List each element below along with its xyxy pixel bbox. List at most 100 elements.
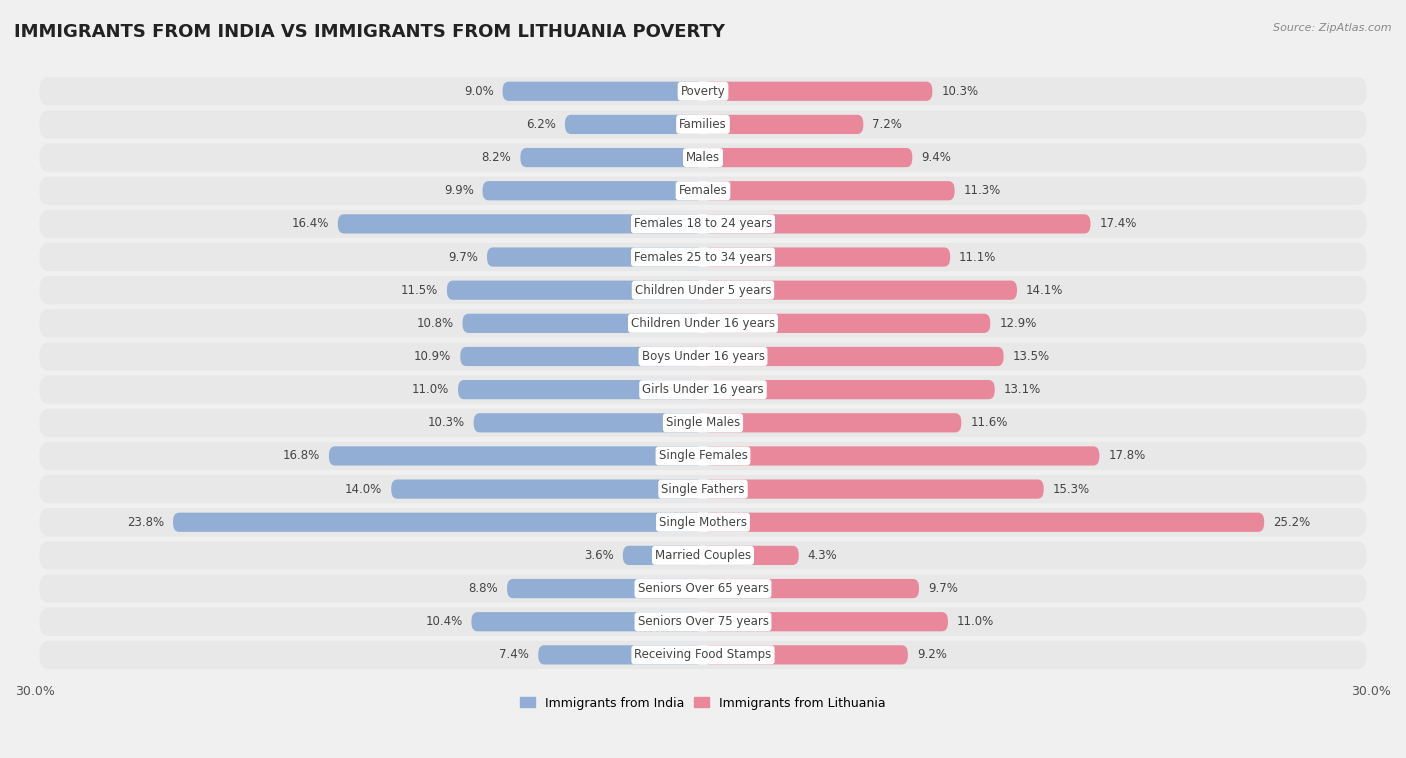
FancyBboxPatch shape bbox=[458, 380, 703, 399]
Text: 9.0%: 9.0% bbox=[464, 85, 494, 98]
Text: Married Couples: Married Couples bbox=[655, 549, 751, 562]
Text: 16.8%: 16.8% bbox=[283, 449, 321, 462]
Text: 9.4%: 9.4% bbox=[921, 151, 950, 164]
Text: Females 18 to 24 years: Females 18 to 24 years bbox=[634, 218, 772, 230]
FancyBboxPatch shape bbox=[173, 512, 703, 532]
FancyBboxPatch shape bbox=[703, 314, 990, 333]
Text: 14.0%: 14.0% bbox=[344, 483, 382, 496]
Text: 9.7%: 9.7% bbox=[928, 582, 957, 595]
FancyBboxPatch shape bbox=[39, 541, 1367, 569]
FancyBboxPatch shape bbox=[39, 177, 1367, 205]
FancyBboxPatch shape bbox=[703, 280, 1017, 300]
Text: 9.9%: 9.9% bbox=[444, 184, 474, 197]
Text: 10.9%: 10.9% bbox=[415, 350, 451, 363]
Text: 11.3%: 11.3% bbox=[963, 184, 1001, 197]
FancyBboxPatch shape bbox=[502, 82, 703, 101]
FancyBboxPatch shape bbox=[703, 413, 962, 432]
Text: 14.1%: 14.1% bbox=[1026, 283, 1063, 296]
Text: 15.3%: 15.3% bbox=[1053, 483, 1090, 496]
FancyBboxPatch shape bbox=[39, 243, 1367, 271]
FancyBboxPatch shape bbox=[39, 442, 1367, 470]
FancyBboxPatch shape bbox=[703, 612, 948, 631]
Text: 10.4%: 10.4% bbox=[425, 615, 463, 628]
Text: 25.2%: 25.2% bbox=[1272, 515, 1310, 529]
FancyBboxPatch shape bbox=[447, 280, 703, 300]
Text: 8.8%: 8.8% bbox=[468, 582, 498, 595]
Text: 6.2%: 6.2% bbox=[526, 118, 555, 131]
FancyBboxPatch shape bbox=[565, 114, 703, 134]
Text: 23.8%: 23.8% bbox=[127, 515, 165, 529]
Text: 11.0%: 11.0% bbox=[412, 383, 449, 396]
Text: 8.2%: 8.2% bbox=[482, 151, 512, 164]
Text: Seniors Over 65 years: Seniors Over 65 years bbox=[637, 582, 769, 595]
Text: Seniors Over 75 years: Seniors Over 75 years bbox=[637, 615, 769, 628]
FancyBboxPatch shape bbox=[39, 77, 1367, 105]
FancyBboxPatch shape bbox=[703, 512, 1264, 532]
FancyBboxPatch shape bbox=[39, 508, 1367, 537]
Text: Single Females: Single Females bbox=[658, 449, 748, 462]
Text: 13.5%: 13.5% bbox=[1012, 350, 1050, 363]
FancyBboxPatch shape bbox=[703, 546, 799, 565]
Text: Children Under 16 years: Children Under 16 years bbox=[631, 317, 775, 330]
Text: 7.4%: 7.4% bbox=[499, 648, 529, 662]
Text: 9.7%: 9.7% bbox=[449, 251, 478, 264]
FancyBboxPatch shape bbox=[39, 143, 1367, 171]
FancyBboxPatch shape bbox=[39, 343, 1367, 371]
FancyBboxPatch shape bbox=[39, 608, 1367, 636]
FancyBboxPatch shape bbox=[39, 375, 1367, 404]
Text: Boys Under 16 years: Boys Under 16 years bbox=[641, 350, 765, 363]
FancyBboxPatch shape bbox=[703, 480, 1043, 499]
FancyBboxPatch shape bbox=[39, 475, 1367, 503]
FancyBboxPatch shape bbox=[39, 309, 1367, 337]
Text: Males: Males bbox=[686, 151, 720, 164]
Text: 16.4%: 16.4% bbox=[291, 218, 329, 230]
FancyBboxPatch shape bbox=[39, 575, 1367, 603]
Text: IMMIGRANTS FROM INDIA VS IMMIGRANTS FROM LITHUANIA POVERTY: IMMIGRANTS FROM INDIA VS IMMIGRANTS FROM… bbox=[14, 23, 725, 41]
FancyBboxPatch shape bbox=[39, 111, 1367, 139]
Text: 7.2%: 7.2% bbox=[872, 118, 903, 131]
Text: 13.1%: 13.1% bbox=[1004, 383, 1040, 396]
FancyBboxPatch shape bbox=[329, 446, 703, 465]
Text: Families: Families bbox=[679, 118, 727, 131]
FancyBboxPatch shape bbox=[520, 148, 703, 168]
FancyBboxPatch shape bbox=[474, 413, 703, 432]
FancyBboxPatch shape bbox=[471, 612, 703, 631]
FancyBboxPatch shape bbox=[486, 247, 703, 267]
FancyBboxPatch shape bbox=[39, 276, 1367, 304]
Text: 17.4%: 17.4% bbox=[1099, 218, 1137, 230]
Text: 12.9%: 12.9% bbox=[1000, 317, 1036, 330]
FancyBboxPatch shape bbox=[482, 181, 703, 200]
FancyBboxPatch shape bbox=[703, 181, 955, 200]
Legend: Immigrants from India, Immigrants from Lithuania: Immigrants from India, Immigrants from L… bbox=[515, 691, 891, 715]
Text: 9.2%: 9.2% bbox=[917, 648, 946, 662]
Text: Girls Under 16 years: Girls Under 16 years bbox=[643, 383, 763, 396]
FancyBboxPatch shape bbox=[703, 579, 920, 598]
FancyBboxPatch shape bbox=[703, 380, 994, 399]
Text: 11.5%: 11.5% bbox=[401, 283, 439, 296]
FancyBboxPatch shape bbox=[337, 215, 703, 233]
Text: Poverty: Poverty bbox=[681, 85, 725, 98]
Text: Single Males: Single Males bbox=[666, 416, 740, 429]
FancyBboxPatch shape bbox=[703, 82, 932, 101]
FancyBboxPatch shape bbox=[39, 409, 1367, 437]
Text: 10.3%: 10.3% bbox=[941, 85, 979, 98]
Text: 10.8%: 10.8% bbox=[416, 317, 454, 330]
Text: Single Fathers: Single Fathers bbox=[661, 483, 745, 496]
FancyBboxPatch shape bbox=[703, 247, 950, 267]
FancyBboxPatch shape bbox=[703, 645, 908, 665]
FancyBboxPatch shape bbox=[703, 148, 912, 168]
Text: Females 25 to 34 years: Females 25 to 34 years bbox=[634, 251, 772, 264]
Text: 3.6%: 3.6% bbox=[583, 549, 614, 562]
Text: 17.8%: 17.8% bbox=[1108, 449, 1146, 462]
Text: 10.3%: 10.3% bbox=[427, 416, 465, 429]
FancyBboxPatch shape bbox=[39, 641, 1367, 669]
FancyBboxPatch shape bbox=[623, 546, 703, 565]
Text: Children Under 5 years: Children Under 5 years bbox=[634, 283, 772, 296]
FancyBboxPatch shape bbox=[703, 215, 1091, 233]
FancyBboxPatch shape bbox=[538, 645, 703, 665]
Text: 11.0%: 11.0% bbox=[957, 615, 994, 628]
Text: Receiving Food Stamps: Receiving Food Stamps bbox=[634, 648, 772, 662]
Text: 11.1%: 11.1% bbox=[959, 251, 997, 264]
Text: Single Mothers: Single Mothers bbox=[659, 515, 747, 529]
FancyBboxPatch shape bbox=[463, 314, 703, 333]
